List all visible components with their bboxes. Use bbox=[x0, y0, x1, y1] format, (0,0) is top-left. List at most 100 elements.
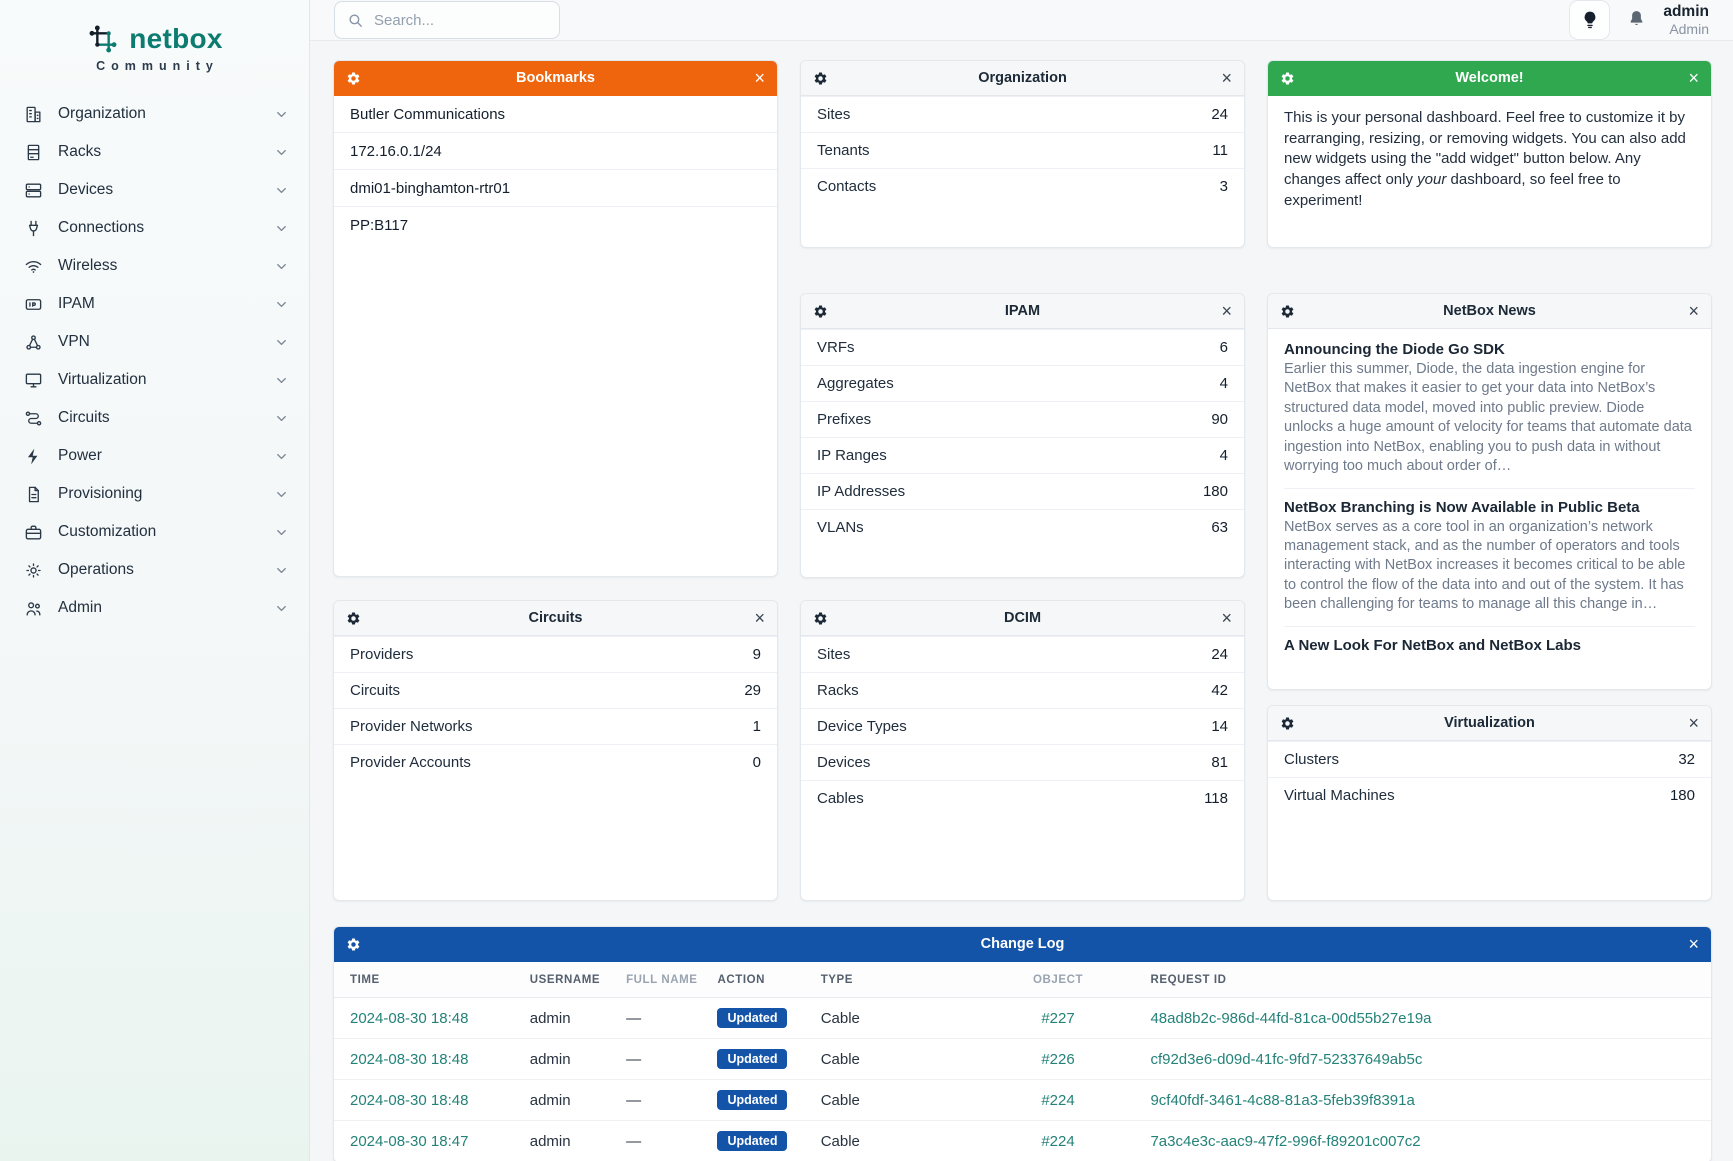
close-icon[interactable]: × bbox=[754, 608, 765, 628]
column-header-object[interactable]: OBJECT bbox=[975, 962, 1141, 998]
sidebar-item-organization[interactable]: Organization bbox=[0, 95, 309, 133]
sidebar-item-circuits[interactable]: Circuits bbox=[0, 399, 309, 437]
changelog-time-link[interactable]: 2024-08-30 18:48 bbox=[350, 1009, 469, 1027]
count-link[interactable]: 32 bbox=[1678, 751, 1695, 768]
sidebar-item-power[interactable]: Power bbox=[0, 437, 309, 475]
column-header-action[interactable]: ACTION bbox=[707, 962, 811, 998]
theme-toggle-button[interactable] bbox=[1569, 0, 1611, 40]
rack-icon bbox=[24, 143, 43, 162]
user-menu[interactable]: admin Admin bbox=[1663, 3, 1709, 38]
widget-header[interactable]: Welcome! × bbox=[1268, 61, 1711, 96]
widget-circuits: Circuits × Providers 9 Circuits 29 Provide… bbox=[333, 600, 778, 901]
widget-header[interactable]: Change Log × bbox=[334, 927, 1711, 962]
request-id-link[interactable]: 9cf40fdf-3461-4c88-81a3-5feb39f8391a bbox=[1150, 1091, 1415, 1109]
sidebar-item-wireless[interactable]: Wireless bbox=[0, 247, 309, 285]
gear-icon[interactable] bbox=[1280, 716, 1295, 731]
count-link[interactable]: 9 bbox=[752, 646, 761, 663]
column-header-time[interactable]: TIME bbox=[334, 962, 520, 998]
count-link[interactable]: 118 bbox=[1204, 790, 1228, 807]
close-icon[interactable]: × bbox=[1688, 713, 1699, 733]
close-icon[interactable]: × bbox=[1688, 934, 1699, 954]
news-link[interactable]: Announcing the Diode Go SDK bbox=[1284, 341, 1505, 358]
object-link[interactable]: #227 bbox=[1041, 1009, 1075, 1027]
changelog-time-link[interactable]: 2024-08-30 18:47 bbox=[350, 1132, 469, 1150]
widget-header[interactable]: IPAM × bbox=[801, 294, 1244, 329]
close-icon[interactable]: × bbox=[1221, 301, 1232, 321]
count-link[interactable]: 4 bbox=[1219, 447, 1228, 464]
count-link[interactable]: 24 bbox=[1211, 106, 1228, 123]
widget-title: IPAM bbox=[1004, 303, 1041, 319]
sidebar-item-operations[interactable]: Operations bbox=[0, 551, 309, 589]
bookmark-link[interactable]: 172.16.0.1/24 bbox=[334, 132, 777, 169]
gear-icon[interactable] bbox=[346, 937, 361, 952]
request-id-link[interactable]: cf92d3e6-d09d-41fc-9fd7-52337649ab5c bbox=[1150, 1050, 1423, 1068]
close-icon[interactable]: × bbox=[1688, 301, 1699, 321]
count-link[interactable]: 0 bbox=[752, 754, 761, 771]
count-link[interactable]: 6 bbox=[1219, 339, 1228, 356]
changelog-full-name: — bbox=[616, 1120, 708, 1161]
column-header-type[interactable]: TYPE bbox=[810, 962, 976, 998]
object-link[interactable]: #224 bbox=[1041, 1091, 1075, 1109]
close-icon[interactable]: × bbox=[754, 68, 765, 88]
sidebar-item-racks[interactable]: Racks bbox=[0, 133, 309, 171]
main-area: admin Admin Bookmarks × Butler bbox=[310, 0, 1733, 1161]
count-link[interactable]: 14 bbox=[1211, 718, 1228, 735]
changelog-time-link[interactable]: 2024-08-30 18:48 bbox=[350, 1091, 469, 1109]
count-link[interactable]: 81 bbox=[1211, 754, 1228, 771]
gear-icon[interactable] bbox=[346, 71, 361, 86]
gear-icon[interactable] bbox=[346, 611, 361, 626]
count-link[interactable]: 11 bbox=[1212, 142, 1228, 159]
news-link[interactable]: A New Look For NetBox and NetBox Labs bbox=[1284, 636, 1581, 654]
count-link[interactable]: 180 bbox=[1669, 787, 1695, 804]
sidebar-item-provisioning[interactable]: Provisioning bbox=[0, 475, 309, 513]
notifications-button[interactable] bbox=[1626, 8, 1647, 32]
count-link[interactable]: 4 bbox=[1219, 375, 1228, 392]
count-link[interactable]: 42 bbox=[1211, 682, 1228, 699]
count-link[interactable]: 180 bbox=[1202, 483, 1228, 500]
sidebar-item-connections[interactable]: Connections bbox=[0, 209, 309, 247]
widget-header[interactable]: Bookmarks × bbox=[334, 61, 777, 96]
gear-icon[interactable] bbox=[813, 71, 828, 86]
column-header-request-id[interactable]: REQUEST ID bbox=[1140, 962, 1711, 998]
sidebar-item-vpn[interactable]: VPN bbox=[0, 323, 309, 361]
widget-header[interactable]: Virtualization × bbox=[1268, 706, 1711, 741]
sidebar-item-ipam[interactable]: IPAM bbox=[0, 285, 309, 323]
bookmark-link[interactable]: Butler Communications bbox=[350, 105, 506, 123]
widget-header[interactable]: NetBox News × bbox=[1268, 294, 1711, 329]
object-link[interactable]: #224 bbox=[1041, 1132, 1075, 1150]
bookmark-link[interactable]: PP:B117 bbox=[334, 206, 777, 243]
close-icon[interactable]: × bbox=[1688, 68, 1699, 88]
count-link[interactable]: 63 bbox=[1211, 519, 1228, 536]
bookmark-link[interactable]: dmi01-binghamton-rtr01 bbox=[334, 169, 777, 206]
sidebar-item-devices[interactable]: Devices bbox=[0, 171, 309, 209]
close-icon[interactable]: × bbox=[1221, 68, 1232, 88]
close-icon[interactable]: × bbox=[1221, 608, 1232, 628]
widget-header[interactable]: DCIM × bbox=[801, 601, 1244, 636]
count-link[interactable]: 90 bbox=[1211, 411, 1228, 428]
column-header-full-name[interactable]: FULL NAME bbox=[616, 962, 708, 998]
object-link[interactable]: #226 bbox=[1041, 1050, 1075, 1068]
action-badge: Updated bbox=[717, 1008, 788, 1028]
request-id-link[interactable]: 48ad8b2c-986d-44fd-81ca-00d55b27e19a bbox=[1150, 1009, 1432, 1027]
count-link[interactable]: 24 bbox=[1211, 646, 1228, 663]
sidebar-item-admin[interactable]: Admin bbox=[0, 589, 309, 627]
changelog-full-name: — bbox=[616, 1079, 708, 1121]
sidebar-item-customization[interactable]: Customization bbox=[0, 513, 309, 551]
brand[interactable]: netbox Community bbox=[0, 12, 309, 75]
gear-icon[interactable] bbox=[813, 304, 828, 319]
changelog-time-link[interactable]: 2024-08-30 18:48 bbox=[350, 1050, 469, 1068]
gear-icon[interactable] bbox=[813, 611, 828, 626]
sidebar-item-virtualization[interactable]: Virtualization bbox=[0, 361, 309, 399]
widget-header[interactable]: Circuits × bbox=[334, 601, 777, 636]
widget-header[interactable]: Organization × bbox=[801, 61, 1244, 96]
gear-icon[interactable] bbox=[1280, 304, 1295, 319]
search-input[interactable] bbox=[374, 11, 547, 29]
news-link[interactable]: NetBox Branching is Now Available in Pub… bbox=[1284, 498, 1640, 516]
column-header-username[interactable]: USERNAME bbox=[519, 962, 617, 998]
gear-icon[interactable] bbox=[1280, 71, 1295, 86]
count-link[interactable]: 3 bbox=[1219, 178, 1228, 195]
widget-dcim: DCIM × Sites 24 Racks 42 Device Types 14 De… bbox=[800, 600, 1245, 901]
count-link[interactable]: 29 bbox=[744, 682, 761, 699]
request-id-link[interactable]: 7a3c4e3c-aac9-47f2-996f-f89201c007c2 bbox=[1150, 1132, 1421, 1150]
count-link[interactable]: 1 bbox=[752, 718, 761, 735]
